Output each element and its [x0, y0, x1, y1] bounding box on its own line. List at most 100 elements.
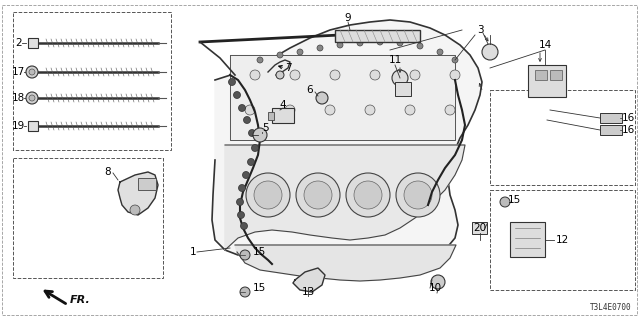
Circle shape [239, 185, 246, 191]
Polygon shape [225, 145, 465, 250]
Bar [28, 38, 38, 48]
Bar [528, 65, 566, 97]
Circle shape [240, 250, 250, 260]
Circle shape [346, 173, 390, 217]
Circle shape [396, 173, 440, 217]
Text: 20: 20 [474, 223, 486, 233]
Polygon shape [230, 55, 455, 140]
Circle shape [228, 78, 236, 85]
Bar [490, 90, 635, 185]
Circle shape [26, 92, 38, 104]
Circle shape [243, 172, 250, 179]
Text: 4: 4 [280, 100, 286, 110]
Text: 17: 17 [12, 67, 25, 77]
Circle shape [245, 105, 255, 115]
Circle shape [254, 181, 282, 209]
Bar [268, 112, 274, 120]
Circle shape [246, 173, 290, 217]
Bar [28, 121, 38, 131]
Circle shape [397, 40, 403, 46]
Text: 15: 15 [508, 195, 521, 205]
Circle shape [392, 70, 408, 86]
Circle shape [482, 44, 498, 60]
Circle shape [297, 49, 303, 55]
Text: 7: 7 [285, 63, 292, 73]
Bar [550, 70, 562, 80]
Circle shape [130, 205, 140, 215]
Circle shape [316, 92, 328, 104]
Circle shape [277, 52, 283, 58]
Circle shape [410, 70, 420, 80]
Bar [138, 178, 156, 190]
Circle shape [445, 105, 455, 115]
Circle shape [330, 70, 340, 80]
Circle shape [290, 70, 300, 80]
Circle shape [357, 40, 363, 46]
Circle shape [257, 57, 263, 63]
Bar [535, 70, 547, 80]
Text: 11: 11 [388, 55, 402, 65]
Bar [335, 30, 420, 42]
Circle shape [417, 43, 423, 49]
Bar [472, 222, 487, 234]
Circle shape [29, 69, 35, 75]
Text: 15: 15 [253, 247, 266, 257]
Circle shape [404, 181, 432, 209]
Circle shape [276, 71, 284, 79]
Polygon shape [118, 172, 158, 215]
Bar [510, 222, 545, 257]
Bar [600, 125, 622, 135]
Text: 8: 8 [105, 167, 111, 177]
Circle shape [252, 145, 259, 151]
Circle shape [296, 173, 340, 217]
Circle shape [452, 57, 458, 63]
Text: 5: 5 [262, 123, 269, 133]
Text: 14: 14 [538, 40, 552, 50]
Circle shape [370, 70, 380, 80]
Circle shape [437, 49, 443, 55]
Circle shape [450, 70, 460, 80]
Text: 18: 18 [12, 93, 25, 103]
Circle shape [253, 128, 267, 142]
Circle shape [365, 105, 375, 115]
Polygon shape [235, 245, 456, 281]
Circle shape [29, 95, 35, 101]
Polygon shape [212, 20, 482, 273]
Text: 10: 10 [428, 283, 442, 293]
Circle shape [304, 181, 332, 209]
Circle shape [285, 105, 295, 115]
Bar [490, 190, 635, 290]
Circle shape [431, 275, 445, 289]
Text: 1: 1 [189, 247, 196, 257]
Text: 16: 16 [622, 125, 636, 135]
Circle shape [243, 116, 250, 124]
Bar [13, 158, 163, 278]
Text: 16: 16 [622, 113, 636, 123]
Circle shape [405, 105, 415, 115]
Bar [395, 82, 411, 96]
Circle shape [237, 198, 243, 205]
Text: 12: 12 [556, 235, 569, 245]
Text: 19: 19 [12, 121, 25, 131]
Text: 2: 2 [15, 38, 22, 48]
Circle shape [500, 197, 510, 207]
Bar [600, 113, 622, 123]
Circle shape [337, 42, 343, 48]
Text: T3L4E0700: T3L4E0700 [590, 303, 632, 312]
Circle shape [237, 212, 244, 219]
Circle shape [248, 130, 255, 137]
Text: 9: 9 [345, 13, 351, 23]
Circle shape [248, 158, 255, 165]
Circle shape [317, 45, 323, 51]
Circle shape [325, 105, 335, 115]
Circle shape [26, 66, 38, 78]
Circle shape [239, 105, 246, 111]
Circle shape [354, 181, 382, 209]
Circle shape [250, 70, 260, 80]
Text: 6: 6 [307, 85, 314, 95]
Text: 15: 15 [253, 283, 266, 293]
Bar [13, 12, 171, 150]
Circle shape [240, 287, 250, 297]
Bar [272, 108, 294, 123]
Polygon shape [293, 268, 325, 292]
